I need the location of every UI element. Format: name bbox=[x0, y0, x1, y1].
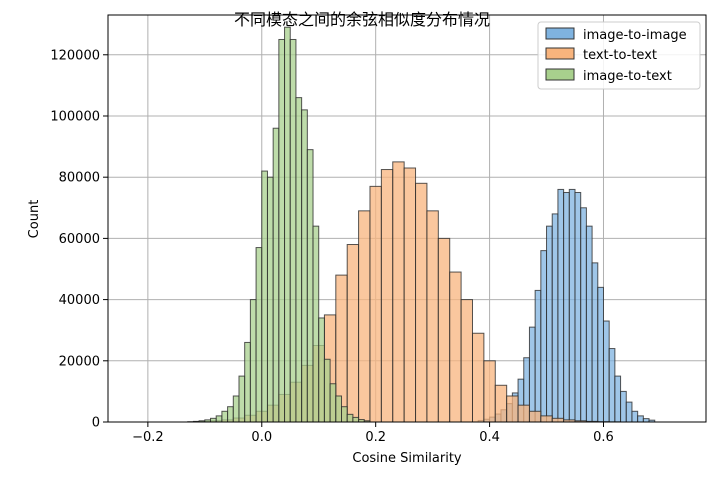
image-to-text-bar bbox=[346, 413, 354, 423]
legend-label-image-to-text: image-to-text bbox=[583, 69, 672, 84]
image-to-text-bar bbox=[352, 416, 360, 423]
x-tick-label: 0.0 bbox=[251, 430, 272, 445]
histogram-bars bbox=[187, 26, 656, 423]
image-to-text-bar bbox=[272, 127, 280, 423]
x-axis-label: Cosine Similarity bbox=[352, 451, 462, 466]
image-to-text-bar bbox=[227, 406, 234, 423]
image-to-text-bar bbox=[266, 176, 274, 423]
text-to-text-bar bbox=[528, 410, 542, 423]
image-to-image-bar bbox=[631, 410, 639, 423]
image-to-image-bar bbox=[608, 348, 616, 423]
image-to-image-bar bbox=[642, 418, 650, 423]
y-tick-label: 0 bbox=[92, 416, 100, 431]
image-to-text-bar bbox=[306, 149, 314, 423]
image-to-text-bar bbox=[278, 38, 286, 423]
x-tick-label: 0.2 bbox=[365, 430, 386, 445]
image-to-image-bar bbox=[602, 320, 610, 423]
axis-ticks: −0.2 0.0 0.2 0.4 0.6 0 20000 40000 60000 80000 100… bbox=[50, 48, 613, 445]
image-to-text-bar bbox=[210, 417, 217, 423]
y-tick-label: 60000 bbox=[59, 232, 100, 247]
image-to-text-bar bbox=[329, 383, 337, 423]
image-to-image-bar bbox=[568, 188, 576, 423]
image-to-text-bar bbox=[289, 38, 297, 423]
y-tick-label: 120000 bbox=[50, 48, 100, 63]
image-to-text-bar bbox=[232, 395, 240, 423]
y-tick-label: 20000 bbox=[59, 354, 100, 369]
image-to-image-bar bbox=[551, 213, 559, 423]
y-tick-label: 100000 bbox=[50, 109, 100, 124]
image-to-text-bar bbox=[301, 109, 308, 423]
text-to-text-bar bbox=[449, 271, 462, 423]
image-to-text-bar bbox=[261, 170, 268, 423]
text-to-text-bar bbox=[369, 185, 382, 423]
image-to-text-bar bbox=[238, 375, 246, 423]
image-to-image-bar bbox=[585, 225, 593, 423]
legend-box bbox=[537, 21, 701, 90]
y-tick-label: 80000 bbox=[59, 171, 100, 186]
text-to-text-bar bbox=[437, 237, 451, 423]
plot-frame bbox=[107, 14, 707, 423]
image-to-text-bar bbox=[221, 410, 229, 423]
image-to-image-bar bbox=[620, 390, 627, 423]
image-to-image-bar bbox=[557, 188, 565, 423]
text-to-text-bar bbox=[517, 404, 530, 423]
x-tick-label: 0.4 bbox=[479, 430, 500, 445]
legend-swatch-text-to-text bbox=[545, 47, 575, 60]
image-to-image-bar bbox=[597, 286, 604, 423]
y-tick-label: 40000 bbox=[59, 293, 100, 308]
text-to-text-bar bbox=[358, 210, 371, 423]
text-to-text-bar bbox=[483, 360, 496, 423]
image-to-image-bar bbox=[625, 401, 633, 423]
text-to-text-bar bbox=[346, 244, 360, 423]
image-to-text-bar bbox=[295, 97, 303, 423]
y-axis-label: Count bbox=[27, 200, 42, 239]
image-to-image-bar bbox=[540, 250, 548, 423]
image-to-text-bar bbox=[255, 247, 263, 423]
image-to-text-bar bbox=[244, 341, 251, 423]
legend-label-text-to-text: text-to-text bbox=[583, 48, 657, 63]
image-to-image-bar bbox=[580, 207, 587, 423]
text-to-text-bar bbox=[415, 182, 428, 423]
x-tick-label: 0.6 bbox=[593, 430, 614, 445]
legend-label-image-to-image: image-to-image bbox=[583, 28, 687, 43]
chart-title: 不同模态之间的余弦相似度分布情况 bbox=[234, 10, 490, 29]
text-to-text-bar bbox=[460, 299, 473, 423]
image-to-text-bar bbox=[335, 395, 343, 423]
text-to-text-bar bbox=[494, 384, 508, 423]
text-to-text-bar bbox=[392, 161, 405, 423]
image-to-text-bar bbox=[249, 299, 257, 423]
image-to-image-bar bbox=[563, 191, 570, 423]
image-to-text-bar bbox=[312, 225, 320, 423]
image-to-image-bar bbox=[534, 289, 542, 423]
text-to-text-bar bbox=[380, 169, 394, 423]
image-to-image-bar bbox=[528, 326, 536, 423]
legend-swatch-image-to-image bbox=[545, 27, 575, 40]
x-tick-label: −0.2 bbox=[132, 430, 164, 445]
image-to-text-bar bbox=[323, 358, 331, 423]
legend-swatch-image-to-text bbox=[545, 68, 575, 81]
image-to-text-bar bbox=[215, 415, 223, 423]
image-to-image-bar bbox=[546, 225, 553, 423]
text-to-text-bar bbox=[506, 395, 519, 423]
image-to-text-bar bbox=[341, 406, 348, 423]
image-to-text-bar bbox=[318, 317, 325, 423]
image-to-image-bar bbox=[614, 375, 622, 423]
text-to-text-bar bbox=[540, 415, 553, 423]
text-to-text-bar bbox=[471, 332, 485, 423]
text-to-text-bar bbox=[426, 210, 439, 423]
legend: image-to-image text-to-text image-to-tex… bbox=[537, 21, 701, 90]
image-to-text-bar bbox=[284, 26, 291, 423]
text-to-text-bar bbox=[403, 167, 417, 423]
text-to-text-bar bbox=[551, 417, 565, 423]
image-to-image-bar bbox=[637, 415, 644, 423]
image-to-image-bar bbox=[591, 262, 599, 423]
image-to-image-bar bbox=[574, 191, 582, 423]
